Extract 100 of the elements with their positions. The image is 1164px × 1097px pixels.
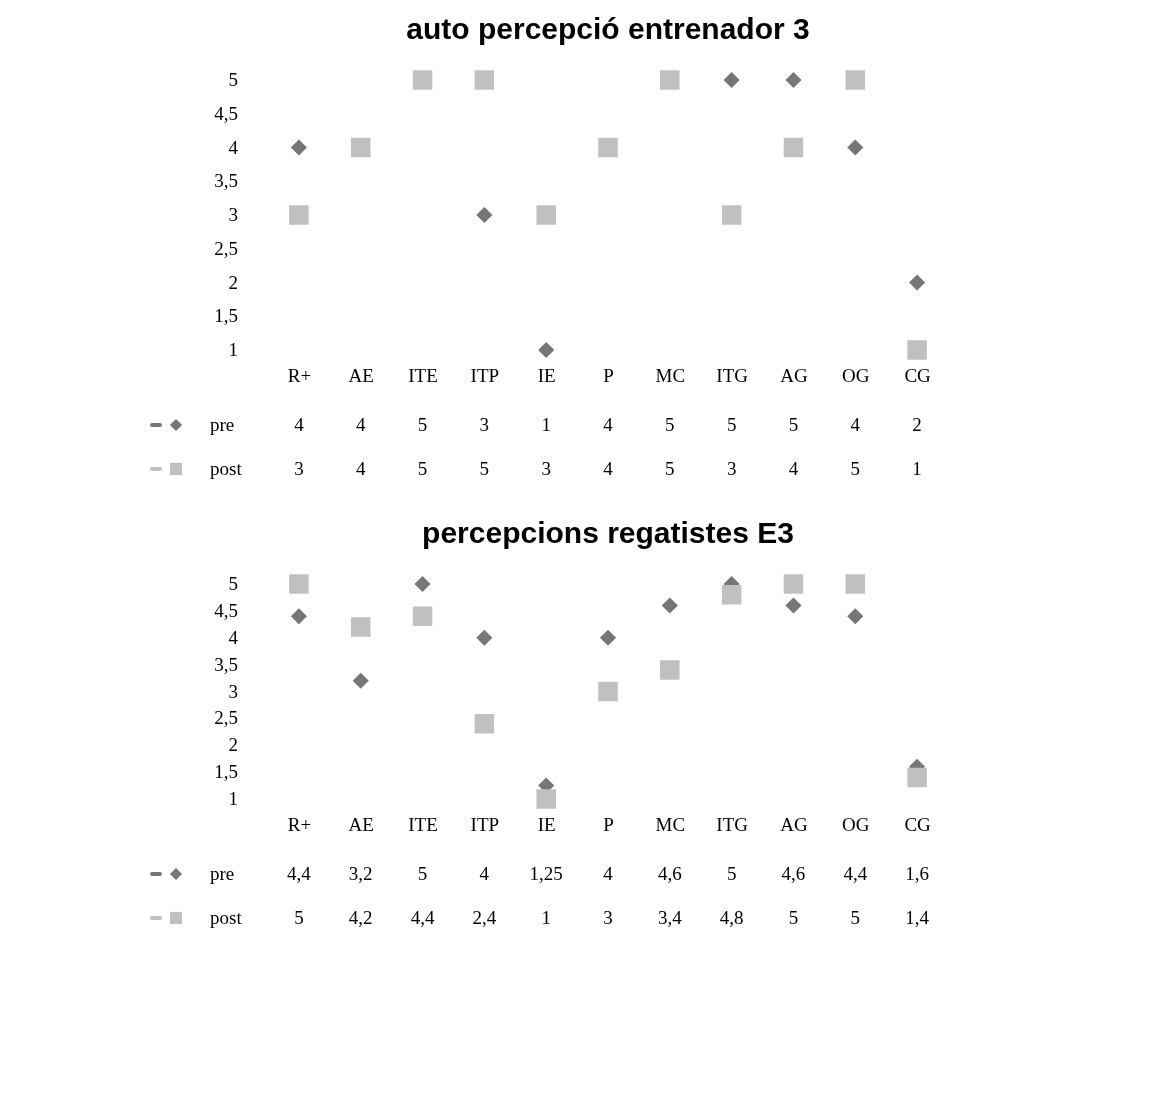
x-tick-label: IE bbox=[537, 364, 556, 386]
chart-title: auto percepció entrenador 3 bbox=[406, 12, 810, 46]
point bbox=[847, 139, 864, 156]
x-tick-label: IE bbox=[537, 813, 556, 835]
legend-label: post bbox=[210, 907, 243, 928]
point bbox=[474, 714, 495, 734]
text: 5 bbox=[417, 414, 428, 435]
point bbox=[350, 617, 371, 637]
y-tick-label: 3 bbox=[228, 204, 238, 225]
data-label: 4,8 bbox=[719, 907, 744, 928]
x-tick-label: R+ bbox=[287, 364, 312, 386]
data-label: 5 bbox=[417, 458, 428, 479]
data-label: 5 bbox=[479, 458, 490, 479]
x-tick-label: OG bbox=[842, 813, 870, 835]
point bbox=[412, 70, 433, 90]
x-tick-label: ITP bbox=[470, 364, 500, 386]
x-tick-label: AG bbox=[780, 813, 808, 835]
point bbox=[909, 274, 926, 291]
data-label: 1 bbox=[541, 907, 551, 928]
y-tick-label: 1,5 bbox=[214, 305, 238, 327]
y-tick-label: 4,5 bbox=[214, 599, 238, 621]
point bbox=[414, 575, 431, 593]
point bbox=[723, 71, 740, 89]
data-label: 5 bbox=[665, 458, 675, 479]
point bbox=[785, 597, 802, 614]
y-tick-label: 2 bbox=[228, 271, 238, 293]
point bbox=[721, 205, 742, 225]
data-label: 5 bbox=[417, 863, 428, 884]
point bbox=[598, 681, 618, 702]
data-label: 5 bbox=[788, 907, 799, 928]
y-tick-label: 1 bbox=[228, 339, 238, 360]
y-tick-label: 3 bbox=[228, 680, 238, 702]
data-label: 4,4 bbox=[287, 863, 312, 884]
x-tick-label: ITE bbox=[408, 813, 438, 835]
data-label: 2,4 bbox=[472, 907, 497, 928]
data-label: 5 bbox=[788, 414, 799, 435]
x-tick-label: CG bbox=[904, 364, 932, 386]
point bbox=[538, 341, 555, 359]
y-tick-label: 4 bbox=[228, 626, 239, 648]
data-label: 4,6 bbox=[781, 863, 806, 884]
y-tick-label: 5 bbox=[228, 573, 238, 594]
point bbox=[660, 660, 680, 680]
legend-label: pre bbox=[210, 414, 235, 435]
point bbox=[350, 137, 371, 158]
point bbox=[290, 139, 307, 156]
data-label: 3,4 bbox=[657, 907, 683, 928]
data-label: 4 bbox=[850, 414, 861, 435]
data-label: 3 bbox=[541, 458, 551, 479]
x-tick-label: MC bbox=[655, 813, 686, 835]
data-label: 4 bbox=[788, 458, 799, 479]
x-tick-label: ITE bbox=[408, 364, 438, 386]
x-tick-label: MC bbox=[655, 364, 686, 386]
y-tick-label: 2,5 bbox=[214, 707, 238, 729]
data-label: 5 bbox=[726, 863, 737, 884]
data-label: 4,2 bbox=[348, 907, 373, 928]
point bbox=[907, 767, 927, 788]
data-label: 1,6 bbox=[905, 863, 929, 884]
data-label: 5 bbox=[850, 907, 861, 928]
x-tick-label: P bbox=[603, 364, 614, 386]
point bbox=[845, 70, 866, 90]
data-label: 4,4 bbox=[843, 863, 868, 884]
point bbox=[476, 629, 493, 646]
point bbox=[783, 137, 804, 158]
data-label: 1,25 bbox=[529, 863, 563, 884]
point bbox=[783, 574, 804, 594]
data-label: 4 bbox=[479, 863, 490, 884]
point bbox=[907, 340, 927, 360]
y-tick-label: 5 bbox=[228, 69, 238, 90]
point bbox=[290, 608, 307, 625]
x-tick-label: AE bbox=[348, 364, 374, 386]
x-tick-label: AE bbox=[348, 813, 374, 835]
data-label: 1 bbox=[541, 414, 551, 435]
point bbox=[721, 585, 742, 605]
point bbox=[412, 606, 433, 626]
point bbox=[536, 789, 556, 809]
text: 4 bbox=[603, 414, 613, 435]
data-label: 3,2 bbox=[348, 863, 373, 884]
data-label: 1 bbox=[912, 458, 922, 479]
legend-label: pre bbox=[210, 863, 235, 884]
x-tick-label: R+ bbox=[287, 813, 312, 835]
text: 4 bbox=[355, 414, 366, 435]
y-tick-label: 3,5 bbox=[214, 653, 238, 675]
data-label: 1,4 bbox=[905, 907, 930, 928]
data-label: 4 bbox=[603, 863, 614, 884]
point bbox=[476, 206, 493, 224]
point bbox=[660, 70, 680, 90]
point bbox=[352, 672, 369, 689]
data-label: 3 bbox=[603, 907, 613, 928]
y-tick-label: 2,5 bbox=[214, 237, 238, 259]
x-tick-label: ITG bbox=[716, 813, 749, 835]
x-tick-label: OG bbox=[842, 364, 870, 386]
y-tick-label: 1 bbox=[228, 788, 238, 809]
y-tick-label: 2 bbox=[228, 734, 238, 756]
y-tick-label: 3,5 bbox=[214, 170, 238, 192]
point bbox=[599, 629, 617, 646]
data-label: 4 bbox=[294, 414, 305, 435]
data-label: 5 bbox=[726, 414, 737, 435]
x-tick-label: P bbox=[603, 813, 614, 835]
text: 5 bbox=[665, 414, 675, 435]
x-tick-label: ITP bbox=[470, 813, 500, 835]
